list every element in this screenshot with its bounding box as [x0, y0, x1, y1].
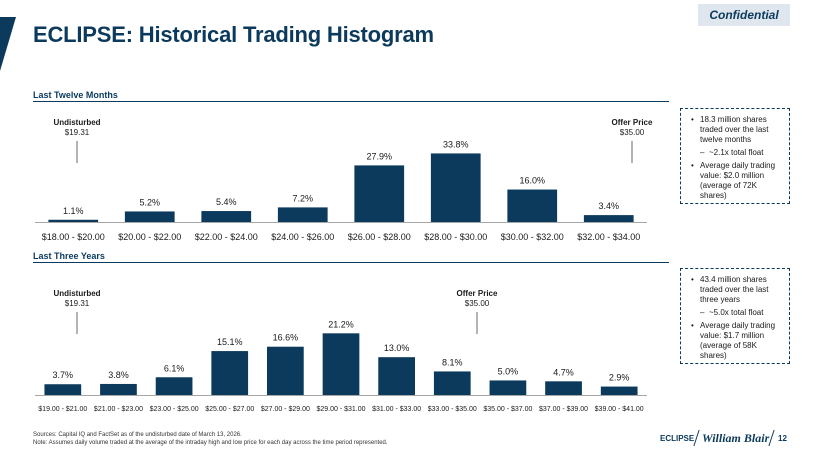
- x-tick-label-2: $21.00 - $23.00: [94, 406, 143, 413]
- page-number: 12: [778, 434, 787, 443]
- l3y-shares-traded-text: 43.4 million shares traded over the last…: [691, 275, 781, 305]
- bar-8: [583, 215, 634, 222]
- bar-4: [277, 207, 328, 222]
- bar-1: [48, 219, 99, 222]
- data-label-9: 5.0%: [498, 366, 519, 376]
- ltm-float-multiple-text: ~2.1x total float: [691, 148, 781, 158]
- x-tick-label-4: $24.00 - $26.00: [271, 232, 334, 242]
- bar-10: [545, 381, 582, 395]
- data-label-7: 13.0%: [384, 343, 410, 353]
- data-label-11: 2.9%: [609, 373, 630, 383]
- data-label-2: 3.8%: [108, 370, 129, 380]
- ltm-histogram: 1.1% $18.00 - $20.00 5.2% $20.00 - $22.00 5.…: [35, 118, 653, 242]
- section-title-l3y: Last Three Years: [33, 251, 105, 261]
- undisturbed-label: Undisturbed: [53, 289, 100, 298]
- section-title-ltm: Last Twelve Months: [33, 90, 118, 100]
- x-tick-label-11: $39.00 - $41.00: [595, 406, 644, 413]
- undisturbed-label: Undisturbed: [53, 118, 100, 127]
- x-tick-label-4: $25.00 - $27.00: [205, 406, 254, 413]
- eclipse-brand: ECLIPSE: [660, 434, 695, 443]
- l3y-histogram: 3.7% $19.00 - $21.00 3.8% $21.00 - $23.00 6.…: [35, 289, 647, 413]
- x-tick-label-3: $22.00 - $24.00: [195, 232, 258, 242]
- data-label-8: 3.4%: [598, 201, 619, 211]
- x-tick-label-8: $32.00 - $34.00: [577, 232, 640, 242]
- bar-4: [211, 351, 249, 395]
- ltm-shares-traded-text: 18.3 million shares traded over the last…: [691, 115, 781, 145]
- data-label-1: 1.1%: [63, 206, 84, 216]
- undisturbed-value: $19.31: [65, 299, 90, 308]
- data-label-2: 5.2%: [139, 197, 160, 207]
- bar-5: [267, 346, 304, 395]
- x-tick-label-5: $26.00 - $28.00: [348, 232, 411, 242]
- section-divider-ltm: [33, 101, 669, 102]
- bar-2: [100, 383, 137, 395]
- data-label-10: 4.7%: [553, 367, 574, 377]
- bar-5: [354, 165, 405, 222]
- l3y-float-multiple-text: ~5.0x total float: [691, 308, 781, 318]
- x-tick-label-3: $23.00 - $25.00: [150, 406, 199, 413]
- x-tick-label-8: $33.00 - $35.00: [428, 406, 477, 413]
- x-tick-label-1: $19.00 - $21.00: [38, 406, 87, 413]
- offer-price-label: Offer Price: [612, 118, 653, 127]
- x-tick-label-7: $31.00 - $33.00: [372, 406, 421, 413]
- x-tick-label-10: $37.00 - $39.00: [539, 406, 588, 413]
- x-tick-label-6: $28.00 - $30.00: [424, 232, 487, 242]
- bar-9: [489, 380, 527, 395]
- bar-3: [155, 377, 193, 395]
- x-tick-label-2: $20.00 - $22.00: [118, 232, 181, 242]
- ltm-summary-callout: 18.3 million shares traded over the last…: [680, 108, 790, 204]
- brand-divider: [693, 430, 700, 446]
- data-label-8: 8.1%: [442, 357, 463, 367]
- ltm-adtv-text: Average daily trading value: $2.0 millio…: [691, 161, 781, 201]
- x-tick-label-1: $18.00 - $20.00: [42, 232, 105, 242]
- offer-price-label: Offer Price: [457, 289, 498, 298]
- footnote-note: Note: Assumes daily volume traded at the…: [33, 440, 388, 446]
- x-tick-label-9: $35.00 - $37.00: [483, 406, 532, 413]
- data-label-5: 16.6%: [273, 333, 299, 343]
- confidential-badge: Confidential: [698, 4, 790, 26]
- section-divider-l3y: [33, 262, 669, 263]
- offer-price-value: $35.00: [620, 128, 645, 137]
- l3y-adtv-text: Average daily trading value: $1.7 millio…: [691, 321, 781, 361]
- data-label-6: 33.8%: [443, 139, 469, 149]
- data-label-4: 15.1%: [217, 337, 243, 347]
- l3y-summary-callout: 43.4 million shares traded over the last…: [680, 268, 790, 364]
- bar-6: [430, 153, 481, 222]
- bar-11: [600, 386, 638, 395]
- offer-price-value: $35.00: [465, 299, 490, 308]
- william-blair-logo: William Blair: [702, 431, 770, 445]
- x-tick-label-6: $29.00 - $31.00: [316, 406, 365, 413]
- x-tick-label-5: $27.00 - $29.00: [261, 406, 310, 413]
- page-title: ECLIPSE: Historical Trading Histogram: [33, 22, 434, 47]
- data-label-7: 16.0%: [519, 176, 545, 186]
- data-label-5: 27.9%: [366, 151, 392, 161]
- data-label-1: 3.7%: [53, 370, 74, 380]
- bar-1: [44, 384, 82, 395]
- bar-6: [322, 333, 360, 395]
- data-label-3: 5.4%: [216, 197, 237, 207]
- bar-3: [201, 211, 252, 222]
- data-label-3: 6.1%: [164, 363, 185, 373]
- undisturbed-value: $19.31: [65, 128, 90, 137]
- data-label-6: 21.2%: [328, 319, 354, 329]
- bar-7: [507, 189, 558, 222]
- bar-8: [433, 371, 471, 395]
- footnote-sources: Sources: Capital IQ and FactSet as of th…: [33, 432, 242, 438]
- header-accent-shape: [0, 17, 16, 71]
- logo-divider: [768, 430, 775, 446]
- x-tick-label-7: $30.00 - $32.00: [501, 232, 564, 242]
- bar-7: [378, 357, 415, 395]
- data-label-4: 7.2%: [292, 193, 313, 203]
- bar-2: [124, 211, 175, 222]
